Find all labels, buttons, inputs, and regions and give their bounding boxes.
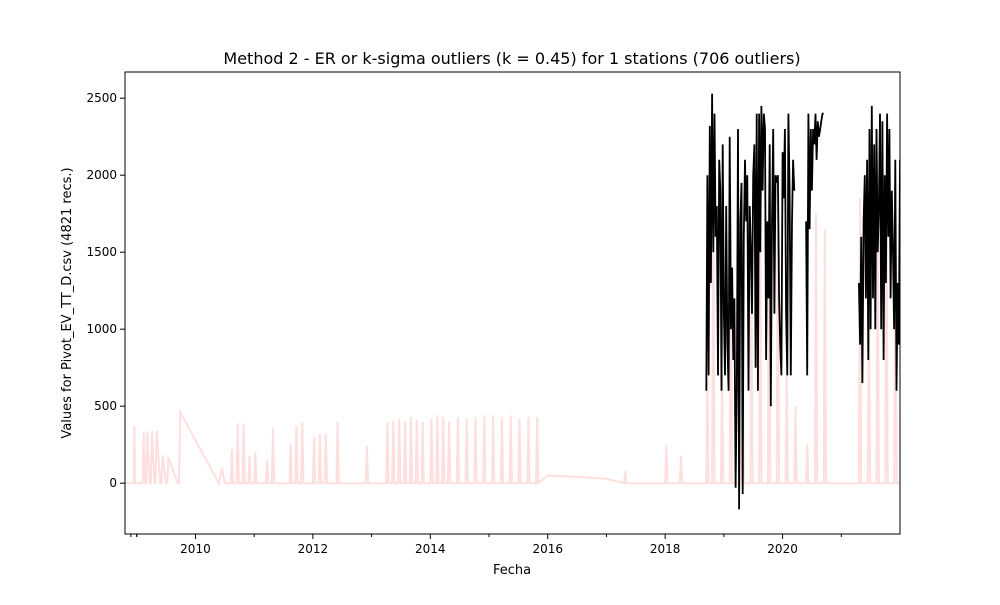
series-spiky-line bbox=[125, 182, 900, 487]
x-tick-label: 2010 bbox=[180, 542, 211, 556]
y-axis: 0 500 1000 1500 2000 2500 bbox=[86, 91, 125, 490]
chart-title: Method 2 - ER or k-sigma outliers (k = 0… bbox=[223, 49, 800, 68]
x-axis-label: Fecha bbox=[493, 563, 531, 578]
y-tick-label: 1500 bbox=[86, 245, 117, 259]
plot-area bbox=[125, 93, 900, 510]
axes-frame bbox=[124, 71, 901, 535]
x-tick-label: 2020 bbox=[767, 542, 798, 556]
y-tick-label: 2500 bbox=[86, 91, 117, 105]
x-tick-label: 2016 bbox=[532, 542, 563, 556]
y-tick-label: 2000 bbox=[86, 168, 117, 182]
y-tick-label: 1000 bbox=[86, 322, 117, 336]
x-tick-label: 2014 bbox=[415, 542, 446, 556]
x-tick-label: 2018 bbox=[650, 542, 681, 556]
series-outliers-line bbox=[705, 93, 900, 510]
y-tick-label: 0 bbox=[109, 476, 117, 490]
y-tick-label: 500 bbox=[94, 399, 117, 413]
x-axis: 2010 2012 2014 2016 2018 2020 bbox=[130, 534, 842, 556]
y-axis-label: Values for Pivot_EV_TT_D.csv (4821 recs.… bbox=[60, 167, 75, 438]
x-tick-label: 2012 bbox=[298, 542, 329, 556]
